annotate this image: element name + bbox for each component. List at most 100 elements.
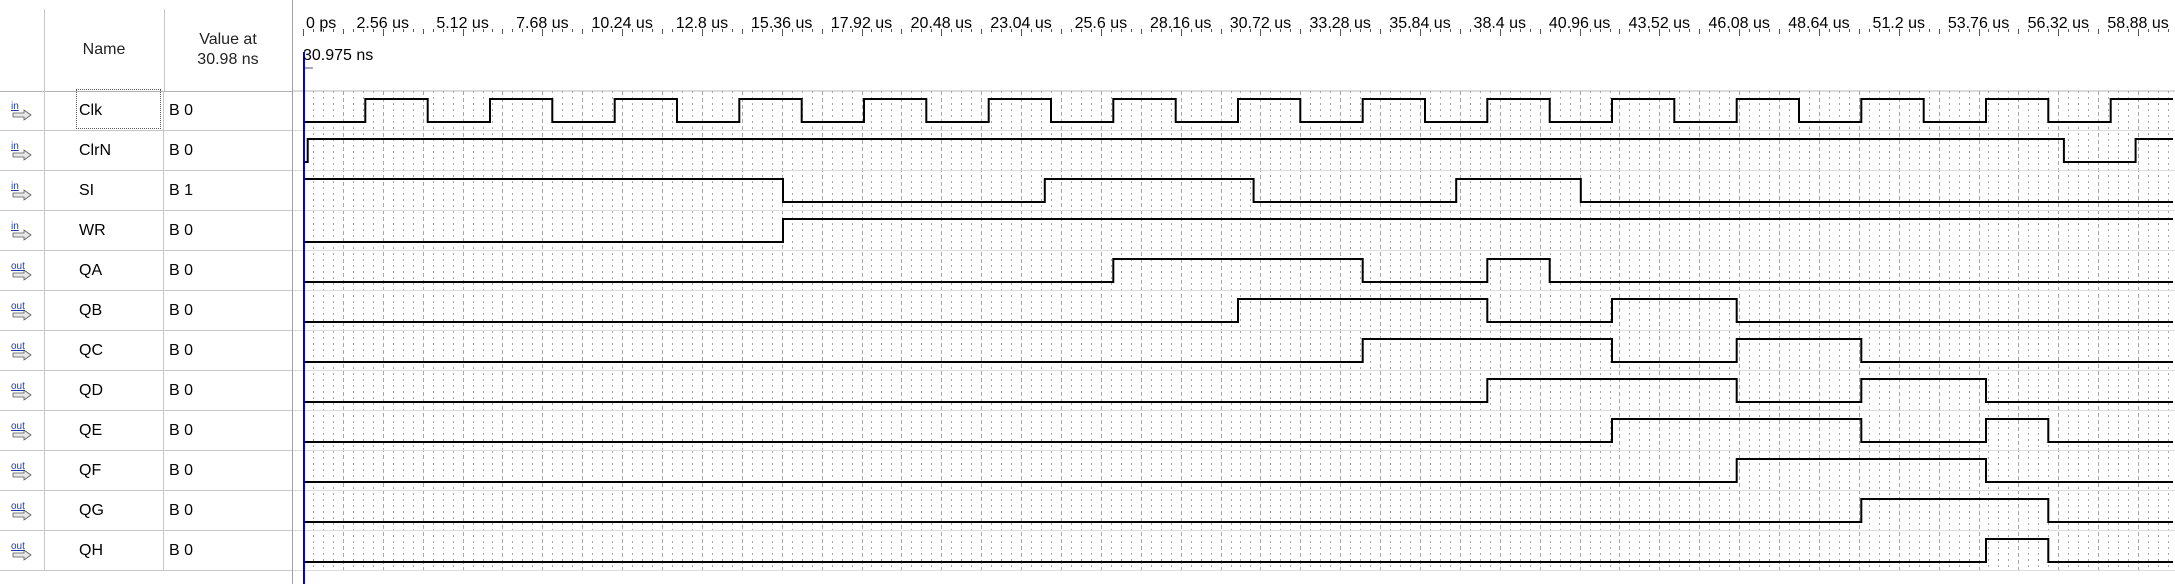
signal-direction-cell: out: [0, 411, 45, 450]
signal-row[interactable]: out QF B 0: [0, 451, 292, 491]
waveform-trace-clrn: [303, 138, 2173, 163]
waveform-trace-wr: [303, 218, 2173, 243]
signal-name[interactable]: QF: [44, 451, 164, 490]
pin-direction-text: in: [11, 141, 19, 152]
signal-name[interactable]: QB: [44, 291, 164, 330]
pin-direction-text: in: [11, 221, 19, 232]
value-column-title: Value at: [199, 31, 257, 48]
ruler-tick-label: 53.76 us: [1948, 15, 2009, 32]
ruler-tick-label: 25.6 us: [1075, 15, 1127, 32]
signal-row[interactable]: out QD B 0: [0, 371, 292, 411]
signal-row[interactable]: out QH B 0: [0, 531, 292, 571]
waveform-trace-si: [303, 178, 2173, 203]
value-column-header[interactable]: Value at 30.98 ns: [164, 9, 292, 91]
ruler-tick-label: 51.2 us: [1872, 15, 1924, 32]
pin-direction-text: out: [11, 301, 25, 312]
direction-column-header[interactable]: [0, 9, 45, 91]
pin-arrow-shape: [12, 469, 32, 481]
waveform-trace-qd: [303, 378, 2173, 403]
signal-name[interactable]: ClrN: [44, 131, 164, 170]
ruler-tick-label: 33.28 us: [1310, 15, 1371, 32]
pin-direction-text: out: [11, 381, 25, 392]
signal-direction-cell: out: [0, 451, 45, 490]
waveform-trace-qb: [303, 298, 2173, 323]
signal-row[interactable]: in WR B 0: [0, 211, 292, 251]
signal-value: B 0: [169, 302, 194, 319]
signal-row[interactable]: out QE B 0: [0, 411, 292, 451]
pin-arrow-shape: [12, 509, 32, 521]
signal-row[interactable]: out QC B 0: [0, 331, 292, 371]
pin-direction-text: out: [11, 461, 25, 472]
ruler-tick-label: 15.36 us: [751, 15, 812, 32]
signal-value: B 0: [169, 222, 194, 239]
output-pin-icon: out: [11, 301, 32, 321]
ruler-tick-label: 43.52 us: [1629, 15, 1690, 32]
signal-name[interactable]: WR: [44, 211, 164, 250]
pin-arrow-shape: [12, 309, 32, 321]
signal-value: B 0: [169, 422, 194, 439]
signal-row[interactable]: out QB B 0: [0, 291, 292, 331]
pin-arrow-shape: [12, 389, 32, 401]
ruler-tick-label: 40.96 us: [1549, 15, 1610, 32]
signal-name[interactable]: QA: [44, 251, 164, 290]
waveform-trace-qa: [303, 258, 2173, 283]
waveform-trace-clk: [303, 98, 2173, 123]
signal-name[interactable]: QG: [44, 491, 164, 530]
signal-name[interactable]: QC: [44, 331, 164, 370]
signal-value: B 0: [169, 542, 194, 559]
ruler-tick-label: 17.92 us: [831, 15, 892, 32]
signal-list-header: Name Value at 30.98 ns: [0, 9, 292, 92]
timeline-ruler-background: [293, 9, 2175, 91]
signal-direction-cell: out: [0, 491, 45, 530]
output-pin-icon: out: [11, 381, 32, 401]
output-pin-icon: out: [11, 421, 32, 441]
signal-name[interactable]: QE: [44, 411, 164, 450]
signal-value: B 0: [169, 262, 194, 279]
output-pin-icon: out: [11, 501, 32, 521]
output-pin-icon: out: [11, 541, 32, 561]
signal-direction-cell: out: [0, 531, 45, 570]
pin-direction-text: out: [11, 541, 25, 552]
input-pin-icon: in: [11, 141, 32, 161]
signal-row[interactable]: out QA B 0: [0, 251, 292, 291]
pin-arrow-shape: [12, 149, 32, 161]
signal-direction-cell: in: [0, 171, 45, 210]
pin-direction-text: out: [11, 261, 25, 272]
signal-value: B 0: [169, 102, 194, 119]
ruler-tick-label: 0 ps: [306, 15, 336, 32]
pin-direction-text: out: [11, 501, 25, 512]
pin-arrow-shape: [12, 229, 32, 241]
input-pin-icon: in: [11, 181, 32, 201]
signal-value: B 0: [169, 502, 194, 519]
name-column-header[interactable]: Name: [44, 9, 165, 91]
ruler-tick-label: 46.08 us: [1708, 15, 1769, 32]
ruler-tick-label: 2.56 us: [357, 15, 409, 32]
output-pin-icon: out: [11, 261, 32, 281]
output-pin-icon: out: [11, 461, 32, 481]
input-pin-icon: in: [11, 221, 32, 241]
signal-value: B 0: [169, 142, 194, 159]
ruler-tick-label: 28.16 us: [1150, 15, 1211, 32]
pin-arrow-shape: [12, 549, 32, 561]
signal-name[interactable]: Clk: [44, 91, 164, 130]
ruler-tick-label: 20.48 us: [911, 15, 972, 32]
signal-row[interactable]: out QG B 0: [0, 491, 292, 531]
selected-signal-outline: [76, 89, 161, 129]
signal-name[interactable]: QD: [44, 371, 164, 410]
signal-value: B 0: [169, 382, 194, 399]
ruler-tick-label: 12.8 us: [676, 15, 728, 32]
cursor-time-label: 30.975 ns: [303, 47, 374, 64]
waveform-trace-qe: [303, 418, 2173, 443]
signal-direction-cell: in: [0, 91, 45, 130]
signal-direction-cell: out: [0, 291, 45, 330]
signal-direction-cell: in: [0, 131, 45, 170]
waveform-canvas[interactable]: 0 ps 2.56 us 5.12 us 7.68 us 10.24 us 12.8 us…: [293, 0, 2175, 584]
signal-name[interactable]: SI: [44, 171, 164, 210]
pin-arrow-shape: [12, 349, 32, 361]
signal-row[interactable]: in ClrN B 0: [0, 131, 292, 171]
signal-row[interactable]: in SI B 1: [0, 171, 292, 211]
waveform-pane[interactable]: 0 ps 2.56 us 5.12 us 7.68 us 10.24 us 12.8 us…: [293, 0, 2175, 584]
signal-name[interactable]: QH: [44, 531, 164, 570]
signal-row[interactable]: in Clk B 0: [0, 91, 292, 131]
ruler-tick-label: 48.64 us: [1788, 15, 1849, 32]
